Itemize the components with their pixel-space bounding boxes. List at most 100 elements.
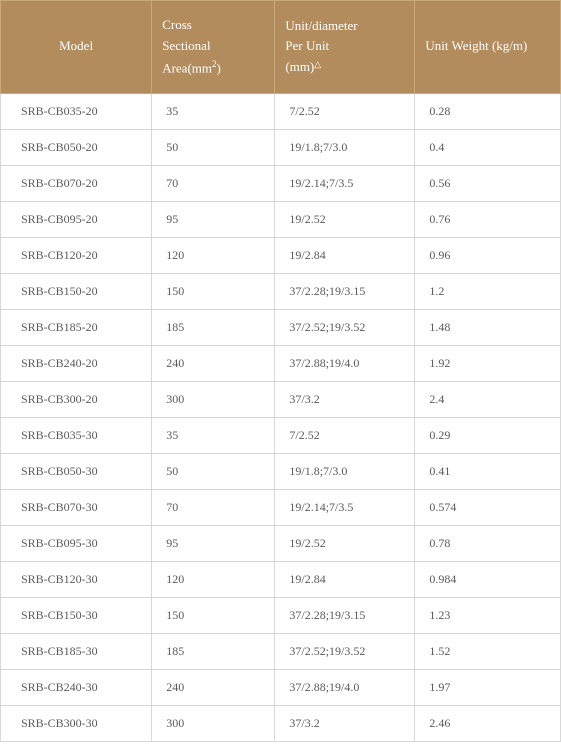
table-row: SRB-CB300-3030037/3.22.46 — [1, 705, 561, 741]
table-row: SRB-CB300-2030037/3.22.4 — [1, 381, 561, 417]
col-area-line2: Sectional — [162, 38, 210, 53]
cell-weight: 1.52 — [415, 633, 561, 669]
cell-model: SRB-CB300-20 — [1, 381, 152, 417]
col-area-line1: Cross — [162, 17, 192, 32]
cell-model: SRB-CB150-30 — [1, 597, 152, 633]
cell-weight: 1.92 — [415, 345, 561, 381]
cell-model: SRB-CB095-30 — [1, 525, 152, 561]
cell-model: SRB-CB185-30 — [1, 633, 152, 669]
cell-model: SRB-CB070-20 — [1, 165, 152, 201]
cell-weight: 1.48 — [415, 309, 561, 345]
col-area-line3-post: ) — [217, 60, 221, 75]
cell-weight: 1.23 — [415, 597, 561, 633]
cell-weight: 0.29 — [415, 417, 561, 453]
cell-weight: 1.2 — [415, 273, 561, 309]
cell-unit: 37/3.2 — [275, 705, 415, 741]
col-area-line3-pre: Area(mm — [162, 60, 212, 75]
cell-unit: 19/2.14;7/3.5 — [275, 489, 415, 525]
cell-area: 150 — [152, 273, 275, 309]
cell-unit: 37/2.88;19/4.0 — [275, 345, 415, 381]
cell-weight: 0.78 — [415, 525, 561, 561]
cell-unit: 19/2.52 — [275, 201, 415, 237]
cell-model: SRB-CB050-30 — [1, 453, 152, 489]
cell-model: SRB-CB240-20 — [1, 345, 152, 381]
table-row: SRB-CB095-209519/2.520.76 — [1, 201, 561, 237]
table-body: SRB-CB035-20357/2.520.28SRB-CB050-205019… — [1, 93, 561, 741]
cell-weight: 1.97 — [415, 669, 561, 705]
cell-area: 50 — [152, 129, 275, 165]
cell-model: SRB-CB035-30 — [1, 417, 152, 453]
cell-weight: 0.984 — [415, 561, 561, 597]
cell-weight: 0.574 — [415, 489, 561, 525]
cell-unit: 37/2.52;19/3.52 — [275, 309, 415, 345]
cell-area: 95 — [152, 525, 275, 561]
table-row: SRB-CB185-3018537/2.52;19/3.521.52 — [1, 633, 561, 669]
header-row: Model Cross Sectional Area(mm2) Unit/dia… — [1, 1, 561, 94]
cell-weight: 0.4 — [415, 129, 561, 165]
cell-area: 120 — [152, 561, 275, 597]
cell-area: 240 — [152, 345, 275, 381]
cell-weight: 0.41 — [415, 453, 561, 489]
col-unit-line3-tri: △ — [314, 59, 321, 69]
cell-area: 300 — [152, 381, 275, 417]
cell-model: SRB-CB120-20 — [1, 237, 152, 273]
cell-unit: 37/2.52;19/3.52 — [275, 633, 415, 669]
table-row: SRB-CB185-2018537/2.52;19/3.521.48 — [1, 309, 561, 345]
col-model-label: Model — [59, 38, 93, 53]
cell-model: SRB-CB070-30 — [1, 489, 152, 525]
cell-unit: 19/2.84 — [275, 237, 415, 273]
cell-unit: 19/2.14;7/3.5 — [275, 165, 415, 201]
table-row: SRB-CB120-2012019/2.840.96 — [1, 237, 561, 273]
cell-weight: 0.76 — [415, 201, 561, 237]
table-header: Model Cross Sectional Area(mm2) Unit/dia… — [1, 1, 561, 94]
cell-model: SRB-CB035-20 — [1, 93, 152, 129]
cell-model: SRB-CB185-20 — [1, 309, 152, 345]
cell-area: 70 — [152, 165, 275, 201]
col-weight-header: Unit Weight (kg/m) — [415, 1, 561, 94]
col-unit-header: Unit/diameter Per Unit (mm)△ — [275, 1, 415, 94]
cell-area: 300 — [152, 705, 275, 741]
table-row: SRB-CB035-30357/2.520.29 — [1, 417, 561, 453]
cell-weight: 0.96 — [415, 237, 561, 273]
cell-weight: 2.4 — [415, 381, 561, 417]
cell-unit: 19/1.8;7/3.0 — [275, 129, 415, 165]
table-row: SRB-CB240-3024037/2.88;19/4.01.97 — [1, 669, 561, 705]
col-unit-line2: Per Unit — [285, 38, 329, 53]
table-row: SRB-CB150-2015037/2.28;19/3.151.2 — [1, 273, 561, 309]
cell-area: 185 — [152, 309, 275, 345]
cell-model: SRB-CB300-30 — [1, 705, 152, 741]
col-weight-label: Unit Weight (kg/m) — [425, 38, 527, 53]
cell-unit: 7/2.52 — [275, 93, 415, 129]
cell-unit: 37/2.28;19/3.15 — [275, 273, 415, 309]
cell-unit: 19/1.8;7/3.0 — [275, 453, 415, 489]
cell-model: SRB-CB095-20 — [1, 201, 152, 237]
cell-model: SRB-CB120-30 — [1, 561, 152, 597]
cell-weight: 0.28 — [415, 93, 561, 129]
cell-unit: 19/2.52 — [275, 525, 415, 561]
cell-area: 35 — [152, 417, 275, 453]
table-row: SRB-CB070-307019/2.14;7/3.50.574 — [1, 489, 561, 525]
cell-weight: 0.56 — [415, 165, 561, 201]
cell-area: 240 — [152, 669, 275, 705]
col-model-header: Model — [1, 1, 152, 94]
cell-model: SRB-CB150-20 — [1, 273, 152, 309]
cell-weight: 2.46 — [415, 705, 561, 741]
cell-model: SRB-CB050-20 — [1, 129, 152, 165]
spec-table: Model Cross Sectional Area(mm2) Unit/dia… — [0, 0, 561, 742]
table-row: SRB-CB070-207019/2.14;7/3.50.56 — [1, 165, 561, 201]
spec-table-container: Model Cross Sectional Area(mm2) Unit/dia… — [0, 0, 561, 742]
table-row: SRB-CB095-309519/2.520.78 — [1, 525, 561, 561]
table-row: SRB-CB050-305019/1.8;7/3.00.41 — [1, 453, 561, 489]
cell-unit: 19/2.84 — [275, 561, 415, 597]
table-row: SRB-CB240-2024037/2.88;19/4.01.92 — [1, 345, 561, 381]
cell-model: SRB-CB240-30 — [1, 669, 152, 705]
cell-area: 95 — [152, 201, 275, 237]
cell-unit: 37/2.88;19/4.0 — [275, 669, 415, 705]
cell-area: 120 — [152, 237, 275, 273]
col-area-header: Cross Sectional Area(mm2) — [152, 1, 275, 94]
cell-area: 50 — [152, 453, 275, 489]
cell-area: 35 — [152, 93, 275, 129]
cell-unit: 37/3.2 — [275, 381, 415, 417]
table-row: SRB-CB120-3012019/2.840.984 — [1, 561, 561, 597]
table-row: SRB-CB050-205019/1.8;7/3.00.4 — [1, 129, 561, 165]
